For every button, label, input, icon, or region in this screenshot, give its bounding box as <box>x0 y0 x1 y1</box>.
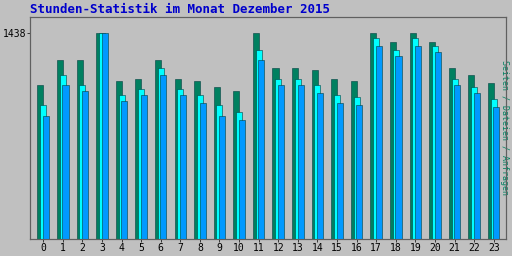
Bar <box>259 60 264 239</box>
Bar <box>356 105 362 239</box>
Bar <box>488 83 494 239</box>
Bar <box>155 60 161 239</box>
Bar <box>297 85 304 239</box>
Bar <box>118 95 124 239</box>
Bar <box>312 70 317 239</box>
Bar <box>77 60 82 239</box>
Bar <box>452 79 458 239</box>
Bar <box>468 74 475 239</box>
Bar <box>40 105 46 239</box>
Bar <box>471 87 477 239</box>
Bar <box>219 116 225 239</box>
Bar <box>331 79 337 239</box>
Bar <box>429 42 435 239</box>
Bar <box>96 33 102 239</box>
Bar <box>194 81 200 239</box>
Bar <box>317 93 323 239</box>
Bar <box>354 97 359 239</box>
Bar <box>200 103 206 239</box>
Bar <box>214 87 220 239</box>
Bar <box>454 85 460 239</box>
Bar <box>60 74 66 239</box>
Bar <box>116 81 122 239</box>
Bar <box>435 52 441 239</box>
Bar <box>410 33 416 239</box>
Bar <box>373 38 379 239</box>
Bar <box>295 79 301 239</box>
Bar <box>236 112 242 239</box>
Bar <box>57 60 63 239</box>
Bar <box>390 42 396 239</box>
Bar <box>370 33 376 239</box>
Bar <box>337 103 343 239</box>
Bar <box>395 56 401 239</box>
Bar <box>135 79 141 239</box>
Y-axis label: Seiten / Dateien / Anfragen: Seiten / Dateien / Anfragen <box>500 60 509 196</box>
Bar <box>494 108 500 239</box>
Bar <box>393 50 399 239</box>
Bar <box>292 68 298 239</box>
Bar <box>233 91 239 239</box>
Bar <box>99 33 105 239</box>
Bar <box>272 68 279 239</box>
Bar <box>121 101 127 239</box>
Bar <box>141 95 147 239</box>
Bar <box>334 95 340 239</box>
Bar <box>79 85 86 239</box>
Bar <box>376 46 382 239</box>
Bar <box>432 46 438 239</box>
Bar <box>175 79 181 239</box>
Bar <box>239 120 245 239</box>
Bar <box>180 95 186 239</box>
Bar <box>449 68 455 239</box>
Bar <box>314 85 321 239</box>
Bar <box>197 95 203 239</box>
Bar <box>158 68 164 239</box>
Bar <box>102 33 108 239</box>
Bar <box>62 85 69 239</box>
Bar <box>255 50 262 239</box>
Bar <box>275 79 281 239</box>
Bar <box>160 74 166 239</box>
Bar <box>82 91 88 239</box>
Bar <box>217 105 223 239</box>
Bar <box>253 33 259 239</box>
Bar <box>474 93 480 239</box>
Bar <box>490 99 497 239</box>
Bar <box>351 81 357 239</box>
Bar <box>177 89 183 239</box>
Bar <box>43 116 49 239</box>
Text: Stunden-Statistik im Monat Dezember 2015: Stunden-Statistik im Monat Dezember 2015 <box>30 3 330 16</box>
Bar <box>37 85 44 239</box>
Bar <box>138 89 144 239</box>
Bar <box>415 46 421 239</box>
Bar <box>278 85 284 239</box>
Bar <box>412 38 418 239</box>
